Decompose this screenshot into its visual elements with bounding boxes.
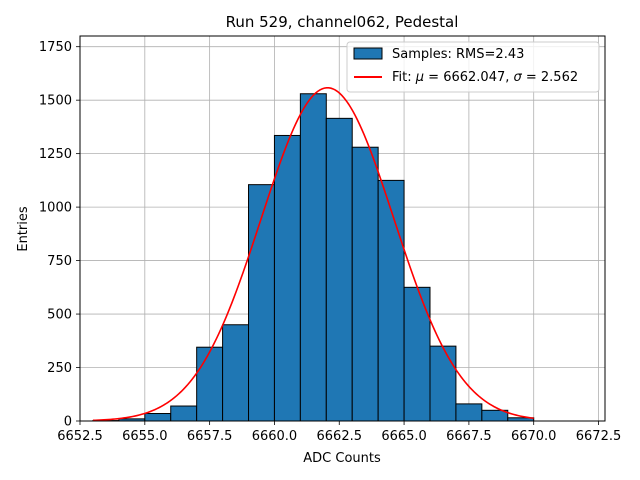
x-tick-label: 6657.5 <box>187 429 233 444</box>
y-tick-label: 1250 <box>39 147 72 162</box>
y-tick-label: 250 <box>47 361 72 376</box>
y-tick-label: 750 <box>47 254 72 269</box>
fit-curve <box>92 86 534 422</box>
plot-frame <box>79 35 606 422</box>
x-tick-label: 6662.5 <box>317 429 363 444</box>
histogram-bar <box>429 345 457 422</box>
chart-title: Run 529, channel062, Pedestal <box>226 13 459 31</box>
histogram-bar <box>377 179 405 422</box>
histogram-bars <box>92 93 535 422</box>
histogram-bar <box>196 346 224 422</box>
legend: Samples: RMS=2.43 Fit: μ = 6662.047, σ =… <box>346 41 600 93</box>
x-axis-ticks: 6652.5 6655.0 6657.5 6660.0 6662.5 6665.0 6667… <box>57 421 621 444</box>
legend-label-fit: Fit: μ = 6662.047, σ = 2.562 <box>392 70 578 85</box>
y-tick-label: 1000 <box>39 201 72 216</box>
y-tick-label: 1750 <box>39 40 72 55</box>
legend-swatch-samples <box>353 47 383 60</box>
histogram-bar <box>144 413 172 422</box>
histogram-bar <box>403 286 431 422</box>
y-tick-label: 500 <box>47 308 72 323</box>
x-tick-label: 6652.5 <box>57 429 103 444</box>
histogram-bar <box>222 324 250 422</box>
x-tick-label: 6672.5 <box>576 429 622 444</box>
histogram-bar <box>351 146 379 422</box>
x-axis-label: ADC Counts <box>303 451 381 466</box>
x-tick-label: 6667.5 <box>446 429 492 444</box>
y-axis-label: Entries <box>16 206 31 252</box>
legend-box <box>346 41 600 93</box>
histogram-bar <box>248 184 275 422</box>
y-tick-label: 1500 <box>39 94 72 109</box>
histogram-bar <box>455 403 483 422</box>
legend-label-samples: Samples: RMS=2.43 <box>392 47 524 62</box>
x-tick-label: 6660.0 <box>252 429 298 444</box>
x-tick-label: 6670.0 <box>511 429 557 444</box>
y-axis-ticks: 0 250 500 750 1000 1250 1500 1750 <box>39 40 80 430</box>
y-tick-label: 0 <box>64 415 72 430</box>
histogram-bar <box>273 134 301 422</box>
x-tick-label: 6655.0 <box>122 429 168 444</box>
histogram-bar <box>299 93 327 422</box>
x-tick-label: 6665.0 <box>381 429 427 444</box>
histogram-bar <box>325 117 353 422</box>
histogram-bar <box>170 405 198 422</box>
